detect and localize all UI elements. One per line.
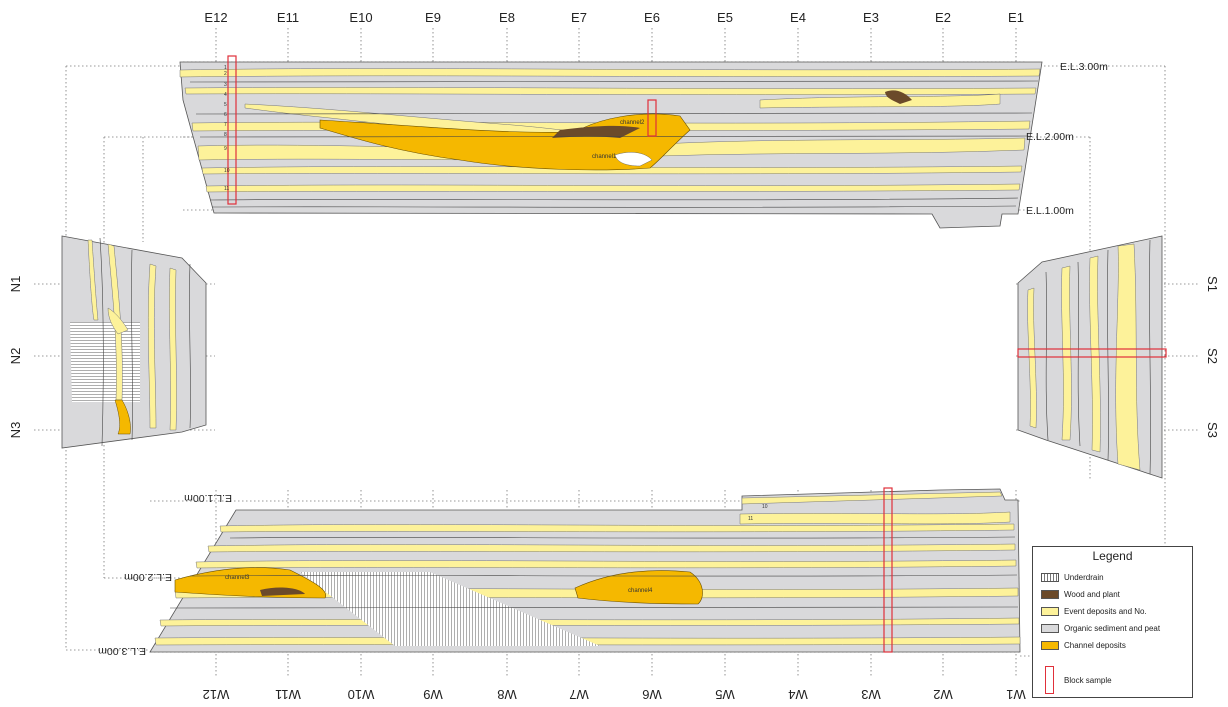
legend-title: Legend xyxy=(1092,549,1133,563)
layer-number: 2 xyxy=(224,71,227,77)
bottom-axis-labels: W12 W11 W10 W9 W8 W7 W6 W5 W4 W3 W2 W1 xyxy=(203,687,1026,702)
top-axis-label: E10 xyxy=(349,10,372,25)
bottom-axis-label: W5 xyxy=(715,687,735,702)
left-axis-label: N1 xyxy=(8,276,23,293)
top-axis-label: E3 xyxy=(863,10,879,25)
legend-item-channel: Channel deposits xyxy=(1041,639,1126,651)
legend-label: Underdrain xyxy=(1064,572,1104,582)
legend-item-organic: Organic sediment and peat xyxy=(1041,622,1160,634)
top-axis-label: E7 xyxy=(571,10,587,25)
right-axis-label: S1 xyxy=(1205,276,1220,292)
right-wall-section xyxy=(1017,235,1167,479)
bottom-axis-label: W12 xyxy=(203,687,230,702)
bottom-axis-label: W8 xyxy=(497,687,517,702)
elevation-label: E.L.2.00m xyxy=(124,571,172,583)
layer-number: 10 xyxy=(762,504,768,510)
bottom-axis-label: W9 xyxy=(423,687,443,702)
top-axis-label: E1 xyxy=(1008,10,1024,25)
top-axis-label: E12 xyxy=(204,10,227,25)
top-axis-labels: E12 E11 E10 E9 E8 E7 E6 E5 E4 E3 E2 E1 xyxy=(204,10,1024,25)
bottom-axis-label: W6 xyxy=(642,687,662,702)
layer-number: 6 xyxy=(224,112,227,118)
left-axis-label: N2 xyxy=(8,348,23,365)
bottom-axis-label: W4 xyxy=(788,687,808,702)
top-axis-label: E6 xyxy=(644,10,660,25)
channel2-label: channel2 xyxy=(620,120,645,126)
right-axis-label: S2 xyxy=(1205,348,1220,364)
elevation-label: E.L.3.00m xyxy=(1060,61,1108,73)
north-wall-section: channel2 channel1 12 3 4 5 6 7 8 9 10 11 xyxy=(179,55,1043,229)
top-axis-label: E4 xyxy=(790,10,806,25)
legend-item-event: Event deposits and No. xyxy=(1041,605,1147,617)
left-wall-section xyxy=(61,235,207,449)
left-axis-label: N3 xyxy=(8,422,23,439)
bottom-axis-label: W3 xyxy=(861,687,881,702)
event-swatch xyxy=(1041,606,1059,616)
layer-number: 9 xyxy=(224,146,227,152)
legend-item-wood: Wood and plant xyxy=(1041,588,1120,600)
block-sample-swatch xyxy=(1045,666,1054,694)
legend-label: Event deposits and No. xyxy=(1064,606,1147,616)
elevation-labels: E.L.3.00m E.L.2.00m E.L.1.00m E.L.1.00m E.L.… xyxy=(98,61,1108,657)
top-axis-label: E8 xyxy=(499,10,515,25)
bottom-axis-label: W10 xyxy=(348,687,375,702)
bottom-axis-label: W7 xyxy=(569,687,589,702)
elevation-label: E.L.3.00m xyxy=(98,645,146,657)
legend-label: Block sample xyxy=(1064,675,1112,685)
layer-number: 1 xyxy=(224,65,227,71)
layer-number: 3 xyxy=(224,82,227,88)
top-axis-label: E2 xyxy=(935,10,951,25)
top-axis-label: E9 xyxy=(425,10,441,25)
legend-item-underdrain: Underdrain xyxy=(1041,571,1104,583)
legend-item-block-sample: Block sample xyxy=(1041,665,1112,695)
block-sample-east xyxy=(1017,348,1167,358)
layer-number: 7 xyxy=(224,122,227,128)
legend-box: Legend Underdrain Wood and plant Event d… xyxy=(1032,546,1193,698)
legend-label: Wood and plant xyxy=(1064,589,1120,599)
block-sample-south xyxy=(883,487,893,653)
organic-swatch xyxy=(1041,623,1059,633)
right-axis-label: S3 xyxy=(1205,422,1220,438)
legend-label: Channel deposits xyxy=(1064,640,1126,650)
layer-number: 8 xyxy=(224,132,227,138)
layer-number: 4 xyxy=(224,92,227,98)
block-sample-north-1 xyxy=(227,55,237,205)
channel4-label: channel4 xyxy=(628,588,653,594)
bottom-axis-label: W2 xyxy=(933,687,953,702)
channel3-label: channel3 xyxy=(225,575,250,581)
legend-label: Organic sediment and peat xyxy=(1064,623,1161,633)
south-wall-section: channel3 channel4 10 11 xyxy=(149,487,1021,653)
wood-swatch xyxy=(1041,589,1059,599)
top-axis-label: E5 xyxy=(717,10,733,25)
bottom-axis-label: W1 xyxy=(1006,687,1026,702)
elevation-label: E.L.2.00m xyxy=(1026,131,1074,143)
left-axis-labels: N1 N2 N3 xyxy=(8,276,23,439)
underdrain-swatch xyxy=(1041,572,1059,582)
right-axis-labels: S1 S2 S3 xyxy=(1205,276,1220,438)
top-axis-label: E11 xyxy=(277,10,299,25)
layer-number: 5 xyxy=(224,102,227,108)
elevation-label: E.L.1.00m xyxy=(1026,205,1074,217)
channel-swatch xyxy=(1041,640,1059,650)
layer-number: 11 xyxy=(224,186,229,192)
block-sample-north-2 xyxy=(647,99,657,137)
elevation-label: E.L.1.00m xyxy=(184,492,232,504)
channel1-label: channel1 xyxy=(592,154,617,160)
layer-number: 11 xyxy=(748,516,753,522)
bottom-axis-label: W11 xyxy=(275,687,301,702)
layer-number: 10 xyxy=(224,168,230,174)
